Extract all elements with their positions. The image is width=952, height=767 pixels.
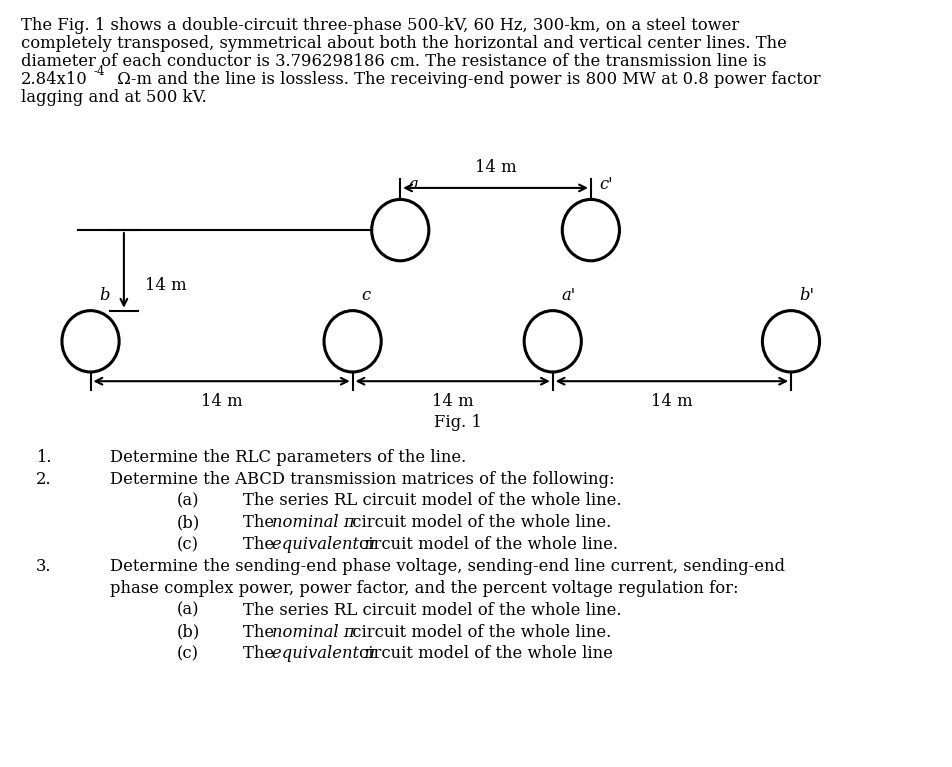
Text: -4: -4 — [93, 65, 106, 77]
Text: Ω-m and the line is lossless. The receiving-end power is 800 MW at 0.8 power fac: Ω-m and the line is lossless. The receiv… — [111, 71, 820, 88]
Text: (b): (b) — [176, 624, 199, 640]
Text: 14 m: 14 m — [474, 160, 516, 176]
Text: circuit model of the whole line: circuit model of the whole line — [359, 646, 612, 663]
Text: 2.: 2. — [36, 471, 51, 488]
Text: completely transposed, symmetrical about both the horizontal and vertical center: completely transposed, symmetrical about… — [21, 35, 786, 52]
Text: nominal π: nominal π — [271, 515, 354, 532]
Text: Fig. 1: Fig. 1 — [433, 414, 481, 431]
Text: c': c' — [599, 176, 612, 193]
Text: Determine the ABCD transmission matrices of the following:: Determine the ABCD transmission matrices… — [109, 471, 614, 488]
Text: 14 m: 14 m — [145, 277, 187, 295]
Text: The: The — [243, 515, 279, 532]
Text: (b): (b) — [176, 515, 199, 532]
Text: a': a' — [561, 288, 575, 304]
Text: The: The — [243, 624, 279, 640]
Text: 2.84x10: 2.84x10 — [21, 71, 88, 88]
Text: 1.: 1. — [36, 449, 51, 466]
Text: b': b' — [799, 288, 814, 304]
Text: equivalent π: equivalent π — [271, 536, 374, 553]
Text: equivalent π: equivalent π — [271, 646, 374, 663]
Text: circuit model of the whole line.: circuit model of the whole line. — [359, 536, 618, 553]
Text: (a): (a) — [176, 602, 199, 619]
Text: The series RL circuit model of the whole line.: The series RL circuit model of the whole… — [243, 602, 621, 619]
Text: 3.: 3. — [36, 558, 51, 575]
Text: a: a — [408, 176, 418, 193]
Text: circuit model of the whole line.: circuit model of the whole line. — [347, 624, 610, 640]
Text: (c): (c) — [176, 536, 198, 553]
Text: nominal π: nominal π — [271, 624, 354, 640]
Text: The series RL circuit model of the whole line.: The series RL circuit model of the whole… — [243, 492, 621, 509]
Text: phase complex power, power factor, and the percent voltage regulation for:: phase complex power, power factor, and t… — [109, 580, 738, 597]
Text: c: c — [361, 288, 370, 304]
Text: b: b — [99, 288, 109, 304]
Text: 14 m: 14 m — [431, 393, 473, 410]
Text: circuit model of the whole line.: circuit model of the whole line. — [347, 515, 610, 532]
Text: lagging and at 500 kV.: lagging and at 500 kV. — [21, 89, 207, 106]
Text: 14 m: 14 m — [650, 393, 692, 410]
Text: Determine the RLC parameters of the line.: Determine the RLC parameters of the line… — [109, 449, 466, 466]
Text: (c): (c) — [176, 646, 198, 663]
Text: 14 m: 14 m — [201, 393, 242, 410]
Text: The: The — [243, 646, 279, 663]
Text: The: The — [243, 536, 279, 553]
Text: The Fig. 1 shows a double-circuit three-phase 500-kV, 60 Hz, 300-km, on a steel : The Fig. 1 shows a double-circuit three-… — [21, 17, 739, 34]
Text: Determine the sending-end phase voltage, sending-end line current, sending-end: Determine the sending-end phase voltage,… — [109, 558, 783, 575]
Text: diameter of each conductor is 3.796298186 cm. The resistance of the transmission: diameter of each conductor is 3.79629818… — [21, 53, 765, 70]
Text: (a): (a) — [176, 492, 199, 509]
